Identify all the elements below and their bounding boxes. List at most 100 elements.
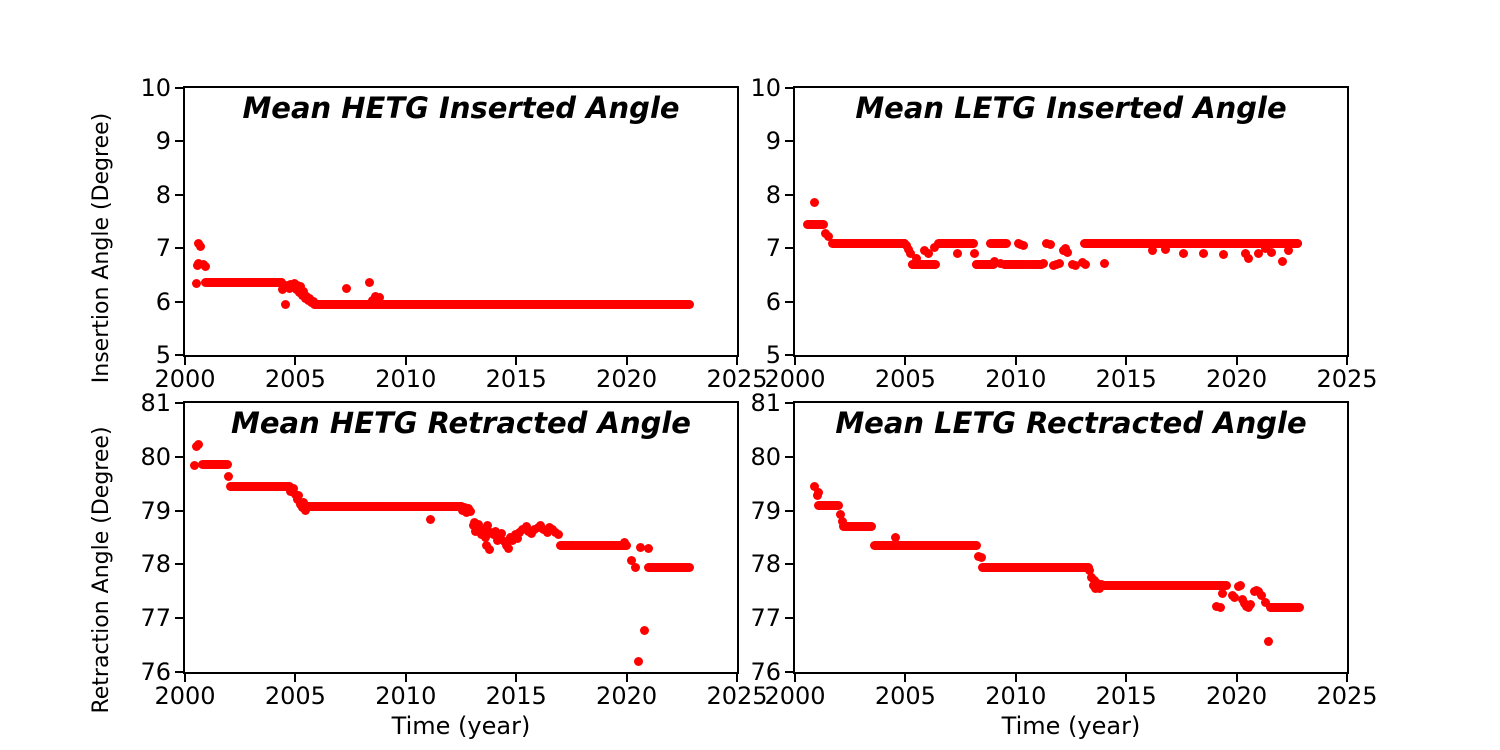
x-tick-label: 2000 <box>154 682 216 710</box>
data-point <box>299 498 309 508</box>
x-tick-label: 2010 <box>375 365 437 393</box>
data-point <box>1264 636 1274 646</box>
x-tick-label: 2020 <box>596 682 658 710</box>
data-point <box>481 533 491 542</box>
data-point <box>970 249 980 259</box>
data-point <box>222 460 232 470</box>
data-point <box>1244 254 1254 264</box>
x-axis-label-right: Time (year) <box>1001 712 1141 740</box>
data-point <box>1236 581 1246 591</box>
data-point <box>1217 589 1227 599</box>
x-tick-mark <box>904 674 907 682</box>
x-tick-mark <box>736 674 738 682</box>
x-tick-mark <box>515 674 518 682</box>
data-point <box>482 521 492 531</box>
data-point <box>479 524 489 534</box>
x-tick-label: 2025 <box>1316 365 1378 393</box>
x-tick-mark <box>1125 357 1128 365</box>
y-axis-label-retraction-angle: Retraction Angle (Degree) <box>89 426 114 714</box>
x-tick-mark <box>794 357 796 365</box>
data-point <box>497 528 507 538</box>
plot-title: Mean HETG Inserted Angle <box>242 91 680 125</box>
data-point <box>977 552 987 562</box>
y-tick-mark <box>175 193 183 196</box>
x-tick-mark <box>184 674 186 682</box>
x-tick-label: 2010 <box>375 682 437 710</box>
data-point <box>924 249 934 259</box>
data-point <box>644 543 654 553</box>
y-tick-mark <box>785 563 793 566</box>
y-tick-mark <box>785 617 793 620</box>
x-tick-label: 2025 <box>1316 682 1378 710</box>
data-point <box>195 241 205 251</box>
data-point <box>867 522 877 532</box>
x-tick-label: 2010 <box>985 682 1047 710</box>
data-point <box>1070 260 1080 270</box>
x-tick-label: 2005 <box>874 682 936 710</box>
data-point <box>194 258 204 268</box>
data-point <box>553 530 563 540</box>
x-tick-mark <box>1346 674 1348 682</box>
y-tick-mark <box>785 455 793 458</box>
y-tick-label: 7 <box>765 234 781 263</box>
x-tick-mark <box>404 357 407 365</box>
data-point <box>1293 239 1303 249</box>
data-point <box>1055 258 1065 268</box>
x-tick-mark <box>736 357 738 365</box>
y-tick-label: 6 <box>155 287 171 316</box>
data-point <box>1161 244 1171 254</box>
plot-hetg-retracted: Mean HETG Retracted Angle 2000 2005 2010 20… <box>140 391 767 708</box>
x-tick-mark <box>404 674 407 682</box>
y-tick-label: 10 <box>140 74 171 102</box>
data-point <box>490 526 500 536</box>
data-point <box>1229 593 1239 603</box>
x-tick-label: 2010 <box>985 365 1047 393</box>
data-point <box>835 510 845 520</box>
x-tick-label: 2005 <box>874 365 936 393</box>
x-tick-label: 2015 <box>485 365 547 393</box>
y-tick-label: 80 <box>750 442 781 471</box>
data-point <box>1215 602 1225 612</box>
data-point <box>484 544 494 554</box>
x-tick-label: 2020 <box>1206 682 1268 710</box>
data-point <box>813 488 823 498</box>
x-axis-label-left: Time (year) <box>391 712 531 740</box>
x-tick-label: 2015 <box>485 682 547 710</box>
x-tick-mark <box>1125 674 1128 682</box>
data-point <box>619 538 629 548</box>
plot-letg-inserted: Mean LETG Inserted Angle 2000 2005 2010 201… <box>750 76 1377 391</box>
x-tick-mark <box>294 674 297 682</box>
data-point <box>503 543 513 553</box>
data-point <box>969 239 979 249</box>
x-tick-label: 2025 <box>706 365 768 393</box>
x-tick-mark <box>184 357 186 365</box>
y-tick-label: 76 <box>750 658 781 686</box>
x-tick-label: 2015 <box>1095 682 1157 710</box>
x-tick-label: 2005 <box>264 682 326 710</box>
data-point <box>1038 258 1048 268</box>
x-tick-mark <box>904 357 907 365</box>
data-point <box>1045 239 1055 249</box>
data-point <box>474 519 484 529</box>
data-point <box>990 257 1000 267</box>
y-tick-mark <box>785 87 793 89</box>
data-point <box>1198 249 1208 259</box>
y-tick-label: 77 <box>750 604 781 633</box>
data-point <box>1148 246 1158 256</box>
y-tick-label: 76 <box>140 658 171 686</box>
data-point <box>364 278 374 288</box>
data-point <box>1063 247 1073 257</box>
data-point <box>374 293 384 303</box>
x-tick-mark <box>625 674 628 682</box>
y-tick-mark <box>785 671 793 673</box>
data-points-layer <box>795 403 1347 672</box>
y-tick-mark <box>175 300 183 303</box>
y-tick-mark <box>175 509 183 512</box>
x-tick-label: 2000 <box>154 365 216 393</box>
x-tick-mark <box>1235 674 1238 682</box>
data-point <box>823 231 833 241</box>
x-tick-mark <box>294 357 297 365</box>
y-tick-mark <box>175 140 183 143</box>
x-tick-label: 2025 <box>706 682 768 710</box>
y-tick-mark <box>175 247 183 250</box>
